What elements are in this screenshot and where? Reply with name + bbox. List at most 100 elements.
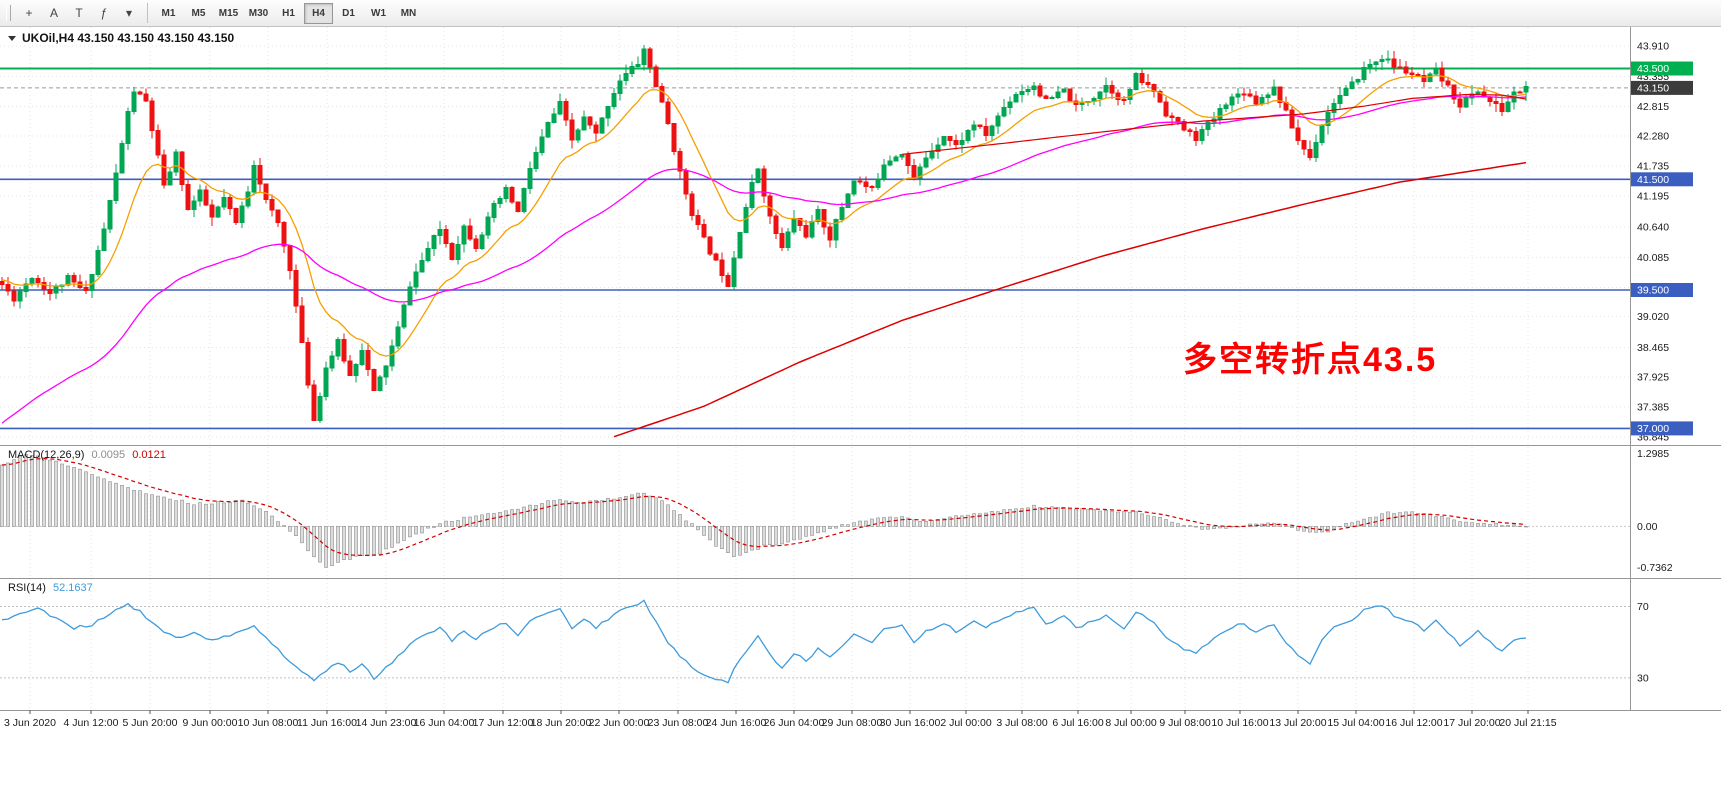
macd-histogram-bar bbox=[138, 490, 142, 527]
macd-histogram-bar bbox=[1212, 526, 1216, 529]
candle-body bbox=[761, 168, 767, 197]
macd-histogram-bar bbox=[414, 526, 418, 535]
candle-body bbox=[833, 219, 839, 241]
chart-context-arrow-icon[interactable] bbox=[8, 35, 16, 41]
macd-histogram-bar bbox=[294, 526, 298, 536]
candle-body bbox=[1361, 66, 1367, 80]
price-tag-bg bbox=[1631, 80, 1693, 95]
time-tick-label: 13 Jul 20:00 bbox=[1269, 717, 1326, 729]
candle-body bbox=[671, 122, 677, 153]
candle-body bbox=[629, 66, 635, 74]
chart-canvas[interactable]: 43.91043.35542.81542.28041.73541.19540.6… bbox=[0, 27, 1721, 793]
timeframe-button-m1[interactable]: M1 bbox=[161, 7, 176, 19]
tool-button-crosshair[interactable]: + bbox=[25, 6, 33, 20]
macd-histogram-bar bbox=[600, 500, 604, 527]
macd-histogram-bar bbox=[18, 455, 22, 527]
macd-histogram-bar bbox=[858, 520, 862, 527]
timeframe-button-w1[interactable]: W1 bbox=[371, 7, 386, 19]
tool-button-text-label[interactable]: T bbox=[75, 6, 83, 20]
candle-body bbox=[791, 218, 797, 233]
macd-histogram-bar bbox=[558, 499, 562, 527]
macd-histogram-bar bbox=[552, 500, 556, 527]
candle-body bbox=[155, 129, 161, 156]
candle-body bbox=[611, 93, 617, 108]
timeframe-button-h4[interactable]: H4 bbox=[304, 2, 333, 24]
candle-body bbox=[1499, 102, 1505, 112]
candle-body bbox=[755, 168, 761, 183]
timeframe-button-h1[interactable]: H1 bbox=[282, 7, 295, 19]
macd-histogram-bar bbox=[540, 503, 544, 527]
macd-histogram-bar bbox=[714, 526, 718, 547]
macd-histogram-bar bbox=[834, 526, 838, 529]
macd-histogram-bar bbox=[942, 518, 946, 527]
macd-histogram-bar bbox=[366, 526, 370, 557]
tool-button-more-tools[interactable]: ▾ bbox=[125, 6, 133, 20]
toolbar-grip[interactable] bbox=[6, 5, 11, 21]
candle-body bbox=[1229, 96, 1235, 106]
annotation-text: 多空转折点43.5 bbox=[1183, 341, 1438, 379]
price-tag-text: 43.150 bbox=[1637, 82, 1669, 94]
macd-histogram-bar bbox=[72, 467, 76, 527]
macd-histogram-bar bbox=[60, 463, 64, 527]
candle-body bbox=[1103, 84, 1109, 93]
macd-indicator-label: MACD(12,26,9) 0.0095 0.0121 bbox=[8, 449, 166, 461]
macd-histogram-bar bbox=[390, 526, 394, 548]
macd-histogram-bar bbox=[1308, 526, 1312, 533]
tool-button-indicators[interactable]: ƒ bbox=[100, 6, 108, 20]
macd-histogram-bar bbox=[6, 462, 10, 527]
tool-button-annotations[interactable]: A bbox=[49, 6, 58, 20]
candle-body bbox=[995, 115, 1001, 127]
macd-histogram-bar bbox=[210, 503, 214, 527]
candle-body bbox=[647, 48, 653, 68]
candle-body bbox=[821, 208, 827, 228]
time-tick-label: 11 Jun 16:00 bbox=[297, 717, 357, 729]
macd-histogram-bar bbox=[48, 459, 52, 527]
candle-body bbox=[617, 80, 623, 95]
macd-histogram-bar bbox=[990, 510, 994, 527]
candle-body bbox=[311, 384, 317, 422]
candle-body bbox=[557, 101, 563, 115]
candle-body bbox=[1019, 91, 1025, 96]
macd-histogram-bar bbox=[564, 500, 568, 527]
candle-body bbox=[365, 350, 371, 370]
price-tag-bg bbox=[1631, 421, 1693, 436]
macd-histogram-bar bbox=[1404, 511, 1408, 527]
rsi-value: 52.1637 bbox=[52, 582, 93, 594]
timeframe-button-mn[interactable]: MN bbox=[400, 7, 417, 19]
timeframe-button-m15[interactable]: M15 bbox=[218, 7, 239, 19]
candle-body bbox=[65, 275, 71, 286]
macd-histogram-bar bbox=[1476, 523, 1480, 527]
candle-body bbox=[293, 270, 299, 307]
candle-body bbox=[1205, 121, 1211, 131]
macd-histogram-bar bbox=[252, 505, 256, 527]
macd-histogram-bar bbox=[228, 501, 232, 527]
candle-body bbox=[191, 200, 197, 210]
macd-main-value: 0.0095 bbox=[91, 449, 126, 461]
candle-body bbox=[1397, 66, 1403, 69]
candle-body bbox=[1439, 67, 1445, 82]
macd-histogram-bar bbox=[492, 513, 496, 527]
macd-histogram-bar bbox=[240, 499, 244, 527]
candle-body bbox=[251, 164, 257, 193]
candle-body bbox=[1121, 98, 1127, 101]
candle-body bbox=[653, 66, 659, 88]
candle-body bbox=[1253, 95, 1259, 105]
macd-histogram-bar bbox=[1482, 522, 1486, 527]
candle-body bbox=[827, 226, 833, 241]
candle-body bbox=[989, 125, 995, 137]
macd-histogram-bar bbox=[1188, 525, 1192, 527]
candle-body bbox=[5, 283, 11, 292]
candle-body bbox=[83, 287, 89, 291]
timeframe-button-d1[interactable]: D1 bbox=[342, 7, 355, 19]
macd-histogram-bar bbox=[642, 492, 646, 527]
price-tick-label: 41.735 bbox=[1637, 161, 1669, 173]
macd-histogram-bar bbox=[1080, 508, 1084, 527]
candle-body bbox=[455, 243, 461, 261]
timeframe-button-m5[interactable]: M5 bbox=[191, 7, 206, 19]
candle-body bbox=[1385, 58, 1391, 61]
macd-histogram-bar bbox=[654, 497, 658, 527]
time-tick-label: 9 Jun 00:00 bbox=[183, 717, 238, 729]
macd-histogram-bar bbox=[744, 526, 748, 553]
rsi-name: RSI(14) bbox=[8, 582, 46, 594]
timeframe-button-m30[interactable]: M30 bbox=[248, 7, 269, 19]
